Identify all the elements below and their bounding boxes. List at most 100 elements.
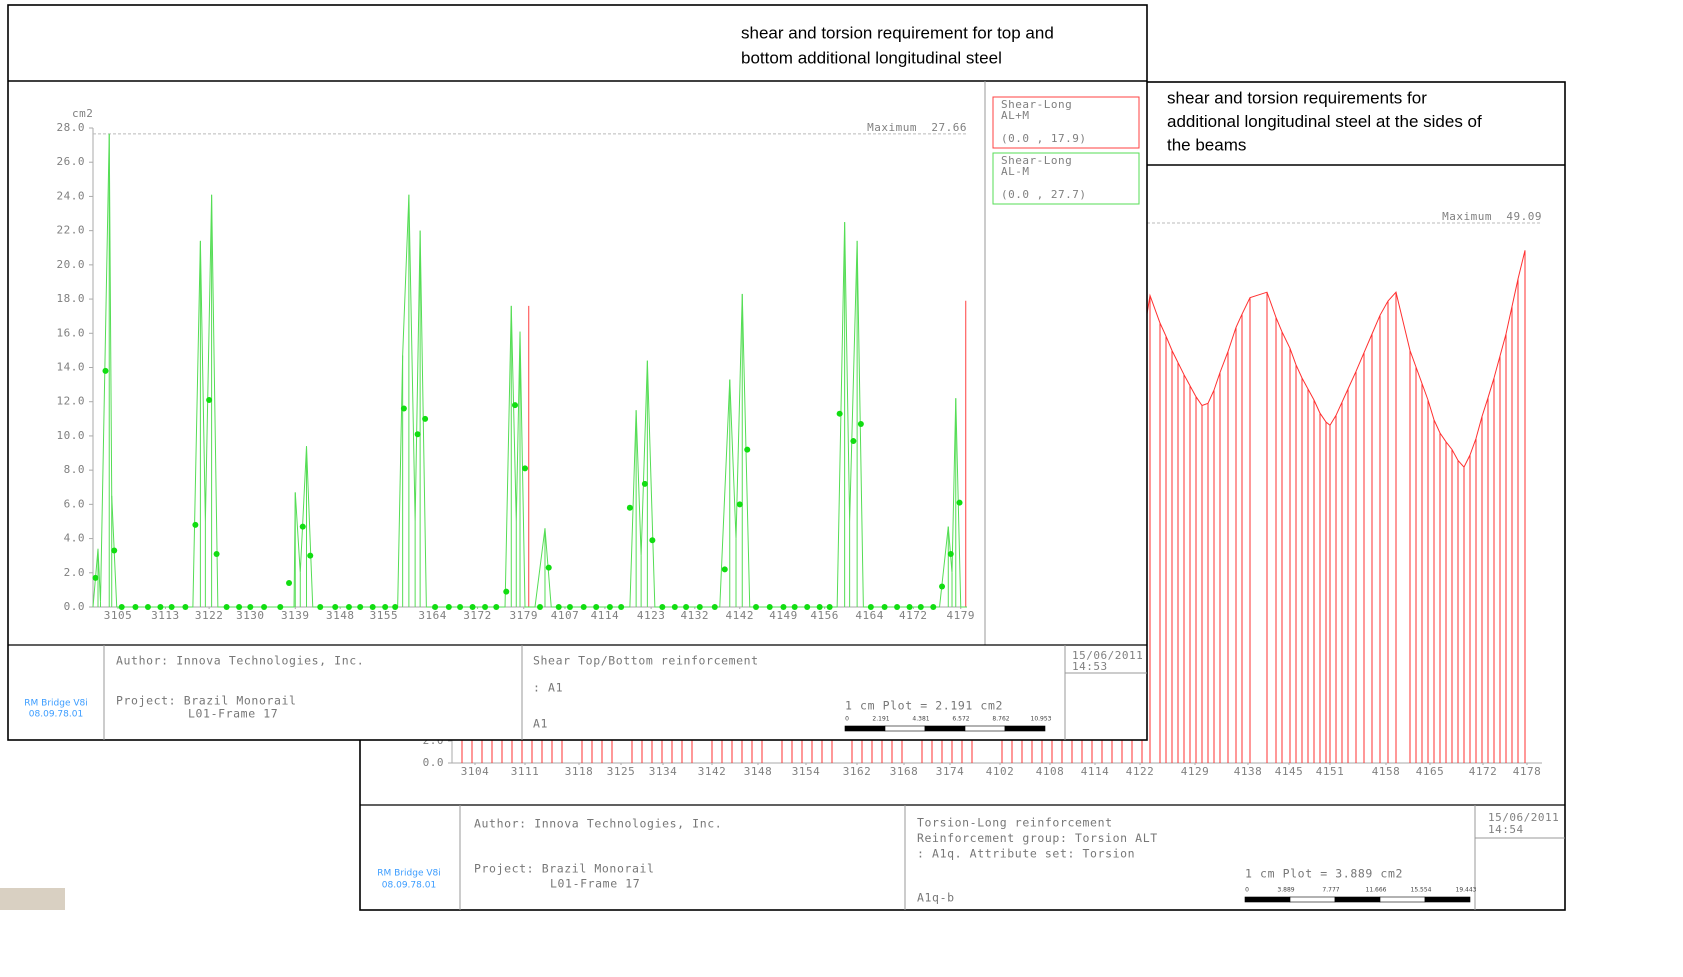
data-point bbox=[827, 604, 833, 610]
x-tick-label: 3118 bbox=[565, 765, 594, 778]
y-tick-label: 16.0 bbox=[57, 326, 86, 339]
scale-segment bbox=[1335, 897, 1380, 902]
plot-scale: 1 cm Plot = 2.191 cm2 bbox=[845, 699, 1003, 713]
scale-segment bbox=[925, 726, 965, 731]
y-tick-label: 10.0 bbox=[57, 429, 86, 442]
data-point bbox=[214, 551, 220, 557]
software: RM Bridge V8i bbox=[24, 699, 87, 709]
x-tick-label: 3105 bbox=[104, 609, 133, 622]
window bbox=[8, 5, 1147, 740]
data-point bbox=[858, 421, 864, 427]
x-tick-label: 4164 bbox=[855, 609, 884, 622]
scale-segment bbox=[1005, 726, 1045, 731]
data-point bbox=[286, 580, 292, 586]
plot-subtitle: A1q-b bbox=[917, 891, 955, 905]
y-tick-label: 22.0 bbox=[57, 224, 86, 237]
caption: shear and torsion requirement for top an… bbox=[741, 23, 1054, 42]
data-point bbox=[683, 604, 689, 610]
time: 14:53 bbox=[1072, 660, 1108, 673]
x-tick-label: 4172 bbox=[1469, 765, 1498, 778]
x-tick-label: 4172 bbox=[899, 609, 928, 622]
data-point bbox=[145, 604, 151, 610]
x-tick-label: 4158 bbox=[1372, 765, 1401, 778]
caption: the beams bbox=[1167, 135, 1246, 154]
project: Project: Brazil Monorail bbox=[474, 862, 655, 876]
y-tick-label: 4.0 bbox=[64, 532, 85, 545]
x-tick-label: 4122 bbox=[1126, 765, 1155, 778]
data-point bbox=[918, 604, 924, 610]
x-tick-label: 4142 bbox=[726, 609, 755, 622]
x-tick-label: 3111 bbox=[511, 765, 540, 778]
y-tick-label: 20.0 bbox=[57, 258, 86, 271]
data-point bbox=[300, 524, 306, 530]
y-unit: cm2 bbox=[72, 107, 93, 120]
software: 08.09.78.01 bbox=[382, 881, 436, 891]
data-point bbox=[522, 465, 528, 471]
data-point bbox=[607, 604, 613, 610]
y-tick-label: 28.0 bbox=[57, 121, 86, 134]
caption: shear and torsion requirements for bbox=[1167, 88, 1427, 107]
scale-label: 4.381 bbox=[912, 716, 929, 723]
x-tick-label: 3104 bbox=[461, 765, 490, 778]
max-value: 27.66 bbox=[931, 121, 967, 134]
data-point bbox=[357, 604, 363, 610]
data-point bbox=[346, 604, 352, 610]
plot-title: Shear Top/Bottom reinforcement bbox=[533, 654, 759, 668]
data-point bbox=[307, 553, 313, 559]
data-point bbox=[850, 438, 856, 444]
project: Project: Brazil Monorail bbox=[116, 694, 297, 708]
x-tick-label: 4145 bbox=[1275, 765, 1304, 778]
data-point bbox=[111, 548, 117, 554]
data-point bbox=[422, 416, 428, 422]
data-point bbox=[804, 604, 810, 610]
legend-range: (0.0 , 27.7) bbox=[1001, 188, 1086, 201]
time: 14:54 bbox=[1488, 823, 1524, 836]
x-tick-label: 4132 bbox=[681, 609, 710, 622]
scale-segment bbox=[1290, 897, 1335, 902]
data-point bbox=[192, 522, 198, 528]
data-point bbox=[512, 402, 518, 408]
data-point bbox=[780, 604, 786, 610]
data-point bbox=[470, 604, 476, 610]
scale-label: 0 bbox=[1245, 887, 1249, 894]
scale-label: 10.953 bbox=[1031, 716, 1052, 723]
data-point bbox=[868, 604, 874, 610]
y-tick-label: 24.0 bbox=[57, 189, 86, 202]
plot-title: : A1 bbox=[533, 681, 563, 695]
x-tick-label: 3130 bbox=[236, 609, 265, 622]
scale-segment bbox=[885, 726, 925, 731]
data-point bbox=[627, 505, 633, 511]
data-point bbox=[767, 604, 773, 610]
author: Author: Innova Technologies, Inc. bbox=[116, 654, 364, 668]
data-point bbox=[370, 604, 376, 610]
data-point bbox=[432, 604, 438, 610]
data-point bbox=[907, 604, 913, 610]
data-point bbox=[642, 481, 648, 487]
data-point bbox=[697, 604, 703, 610]
x-tick-label: 4149 bbox=[769, 609, 798, 622]
plot-subtitle: A1 bbox=[533, 717, 548, 731]
x-tick-label: 3142 bbox=[698, 765, 727, 778]
scale-segment bbox=[1245, 897, 1290, 902]
data-point bbox=[457, 604, 463, 610]
x-tick-label: 4114 bbox=[1081, 765, 1110, 778]
data-point bbox=[317, 604, 323, 610]
data-point bbox=[649, 537, 655, 543]
data-point bbox=[744, 447, 750, 453]
screen: shear and torsion requirements foradditi… bbox=[0, 0, 1683, 977]
data-point bbox=[92, 575, 98, 581]
x-tick-label: 3125 bbox=[607, 765, 636, 778]
x-tick-label: 3164 bbox=[418, 609, 447, 622]
data-point bbox=[672, 604, 678, 610]
max-value: 49.09 bbox=[1506, 210, 1542, 223]
data-point bbox=[556, 604, 562, 610]
page: {"chart_data": [ {"type": "line", "capti… bbox=[0, 0, 1683, 977]
scale-segment bbox=[845, 726, 885, 731]
plot-scale: 1 cm Plot = 3.889 cm2 bbox=[1245, 867, 1403, 881]
scale-segment bbox=[1425, 897, 1470, 902]
data-point bbox=[392, 604, 398, 610]
x-tick-label: 4129 bbox=[1181, 765, 1210, 778]
legend-subname: AL+M bbox=[1001, 109, 1030, 122]
data-point bbox=[415, 431, 421, 437]
scale-label: 3.889 bbox=[1277, 887, 1294, 894]
